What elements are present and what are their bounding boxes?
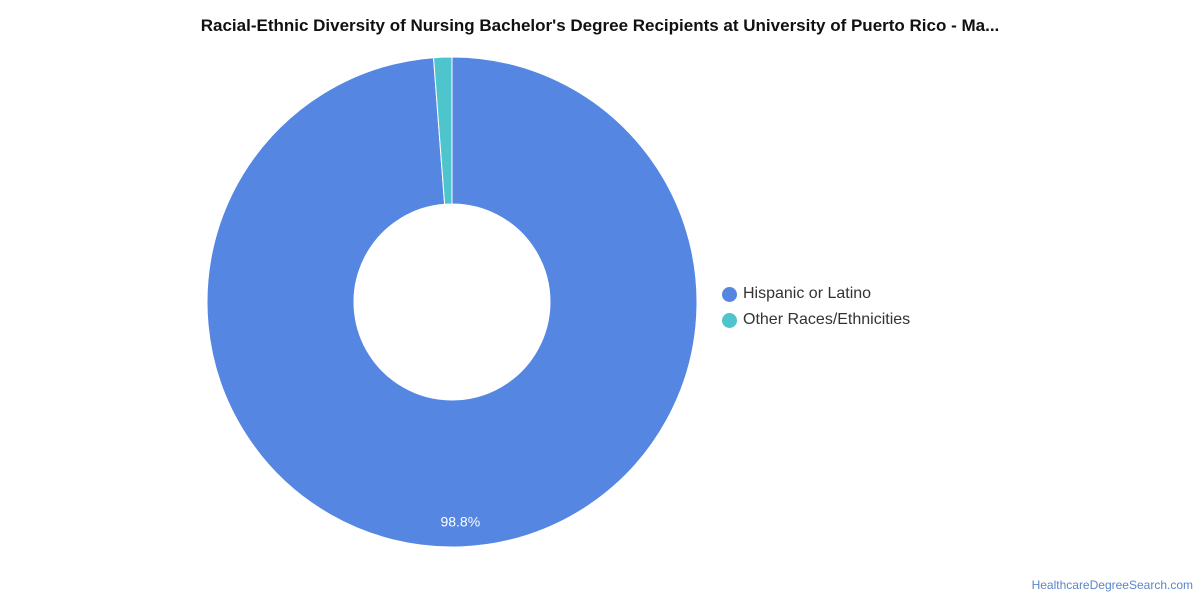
- slice-data-label: 98.8%: [440, 514, 480, 530]
- legend-item[interactable]: Other Races/Ethnicities: [722, 307, 910, 333]
- legend-item[interactable]: Hispanic or Latino: [722, 281, 910, 307]
- legend-swatch: [722, 286, 737, 302]
- chart-legend: Hispanic or Latino Other Races/Ethnicitie…: [722, 281, 910, 333]
- pie-slice-other-races-ethnicities[interactable]: [433, 56, 453, 205]
- legend-label: Hispanic or Latino: [743, 285, 872, 302]
- chart-title: Racial-Ethnic Diversity of Nursing Bache…: [200, 16, 1000, 35]
- source-link[interactable]: HealthcareDegreeSearch.com: [1031, 578, 1193, 592]
- legend-swatch: [722, 312, 737, 328]
- legend-label: Other Races/Ethnicities: [743, 311, 911, 328]
- pie-slice-hispanic-or-latino[interactable]: [206, 56, 698, 548]
